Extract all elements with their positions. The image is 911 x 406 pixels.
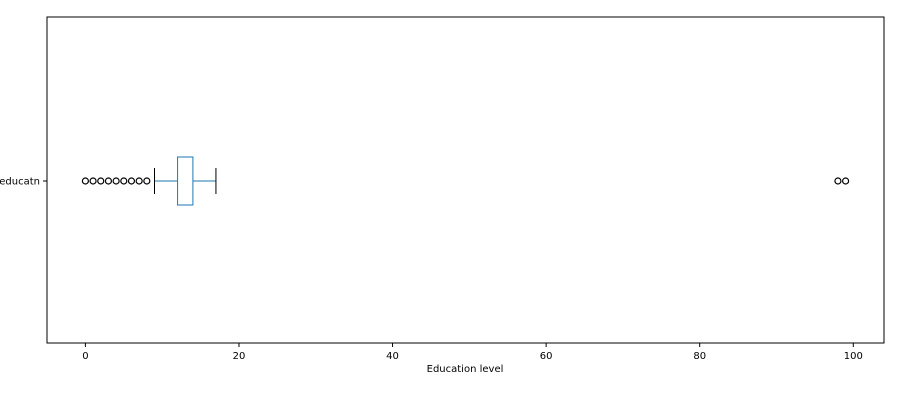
x-tick-label-4: 80: [693, 351, 706, 362]
outlier-point-2: [97, 177, 105, 185]
y-axis: educatn: [0, 177, 47, 188]
x-tick-label-5: 100: [844, 351, 863, 362]
outlier-point-6: [127, 177, 136, 185]
outlier-point-0: [81, 177, 89, 185]
outlier-point-4: [112, 177, 120, 185]
x-tick-label-0: 0: [82, 351, 88, 362]
x-tick-label-1: 20: [233, 351, 246, 362]
x-tick-label-3: 60: [540, 351, 553, 362]
x-axis: 0 20 40 60 80 100: [82, 343, 863, 362]
outlier-series: [81, 177, 850, 185]
outlier-point-9: [834, 177, 842, 185]
box-series: [154, 156, 217, 206]
x-tick-label-2: 40: [386, 351, 399, 362]
outlier-point-5: [120, 177, 128, 185]
outlier-point-3: [104, 177, 113, 185]
plot-area: [46, 16, 885, 344]
outlier-point-8: [143, 177, 151, 185]
outlier-point-10: [842, 177, 850, 185]
outlier-point-7: [135, 177, 143, 185]
y-tick-label-0: educatn: [0, 177, 40, 188]
outlier-point-1: [89, 177, 97, 185]
x-axis-label: Education level: [427, 364, 504, 375]
